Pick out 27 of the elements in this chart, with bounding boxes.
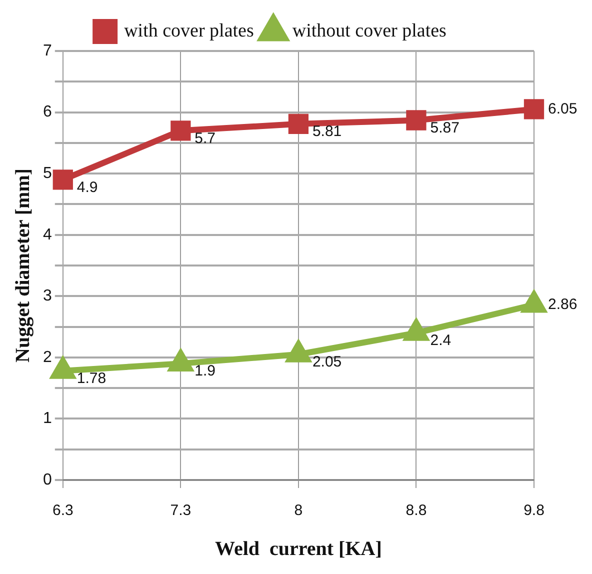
- data-label: 6.05: [548, 100, 578, 118]
- data-label: 5.87: [430, 119, 460, 136]
- data-label: 4.9: [76, 178, 98, 196]
- data-label: 1.9: [194, 362, 216, 380]
- y-tick-label: 2: [42, 348, 52, 366]
- data-label: 5.7: [194, 130, 216, 147]
- x-axis-title: Weld current [KA]: [215, 538, 382, 560]
- data-label: 5.81: [312, 123, 342, 140]
- y-tick-label: 3: [42, 288, 52, 305]
- x-tick-label: 9.8: [524, 502, 544, 520]
- data-label: 2.4: [430, 332, 452, 350]
- y-axis-title: Nugget diameter [mm]: [12, 168, 34, 363]
- legend-label: with cover plates: [124, 20, 254, 42]
- x-tick-label: 8.8: [406, 502, 427, 520]
- x-tick-label: 7.3: [170, 502, 192, 520]
- x-tick-label: 6.3: [52, 502, 74, 520]
- data-label: 2.05: [312, 354, 342, 371]
- x-tick-label: 8: [294, 502, 303, 520]
- data-label: 1.78: [76, 370, 106, 388]
- y-tick-label: 7: [42, 42, 52, 60]
- y-tick-label: 4: [42, 226, 52, 244]
- y-tick-label: 0: [42, 471, 52, 488]
- data-label: 2.86: [548, 296, 578, 313]
- y-tick-label: 1: [42, 410, 52, 428]
- y-tick-label: 5: [42, 164, 52, 182]
- y-tick-label: 6: [42, 104, 52, 121]
- legend-label: without cover plates: [292, 20, 446, 42]
